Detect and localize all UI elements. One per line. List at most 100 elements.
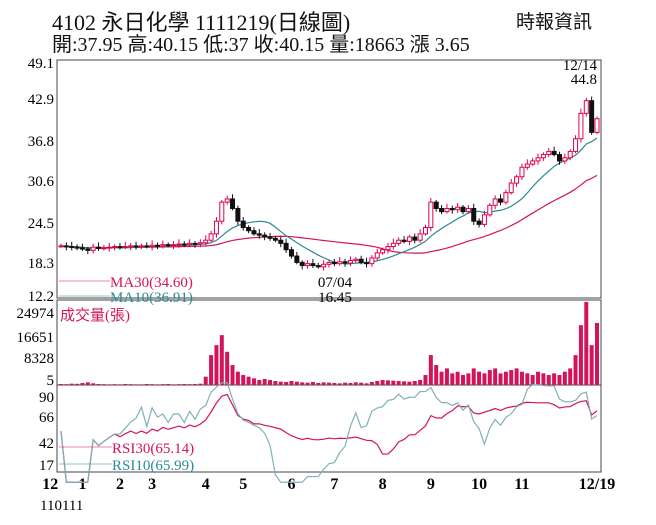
volume-bar (305, 382, 310, 385)
volume-bar (251, 378, 256, 385)
chart-title: 4102 永日化學 1111219(日線圖) (52, 10, 351, 35)
candle-body (530, 160, 536, 165)
candle-body (197, 242, 203, 245)
candle-body (444, 207, 450, 213)
candle-body (578, 112, 584, 140)
candle-body (213, 220, 219, 235)
volume-bar (107, 384, 112, 385)
source-label: 時報資訊 (516, 12, 593, 33)
volume-bar (310, 382, 315, 385)
xlabel-year: 110111 (40, 498, 83, 514)
candle-body (514, 176, 520, 184)
volume-bar (214, 345, 219, 385)
volume-bar (284, 382, 289, 385)
volume-bar (541, 373, 546, 385)
candle-body (278, 239, 284, 244)
volume-bar (139, 384, 144, 385)
candle-body (455, 206, 461, 211)
volume-bar (262, 379, 267, 385)
volume-ytick: 8328 (24, 351, 54, 367)
candle-body (337, 261, 343, 265)
volume-bar (396, 381, 401, 385)
candle-body (58, 245, 64, 248)
candle-body (160, 244, 166, 247)
candle-body (422, 227, 428, 235)
candle-body (181, 243, 187, 246)
volume-bar (439, 371, 444, 385)
volume-bar (182, 384, 187, 385)
volume-bar (327, 382, 331, 385)
candle-body (369, 257, 375, 265)
volume-bar (134, 384, 139, 385)
candle-body (101, 247, 107, 250)
volume-bar (359, 382, 364, 385)
low-value: 16.45 (318, 290, 352, 306)
candle-body (374, 252, 380, 259)
volume-bar (241, 375, 246, 385)
volume-bar (584, 302, 589, 385)
xtick-12: 12 (42, 476, 58, 493)
volume-bar (176, 384, 181, 385)
candle-body (240, 220, 246, 229)
volume-bar (536, 371, 541, 385)
candle-body (128, 245, 134, 248)
volume-bar (80, 383, 85, 385)
price-ytick: 18.3 (28, 256, 54, 272)
candle-body (165, 244, 171, 247)
candle-body (390, 242, 396, 248)
volume-bar (509, 370, 514, 385)
rsi-ytick: 66 (39, 410, 55, 426)
candle-body (171, 244, 177, 247)
volume-bar (273, 381, 278, 385)
price-ytick: 49.1 (28, 56, 54, 72)
candle-body (380, 249, 386, 254)
volume-bar (144, 384, 149, 385)
candle-body (267, 236, 273, 239)
volume-ytick: 16651 (17, 330, 55, 346)
volume-bar (353, 382, 358, 385)
price-legend-1: MA10(36.91) (110, 290, 193, 306)
candle-body (117, 246, 123, 249)
candle-body (406, 236, 412, 242)
volume-bar (235, 371, 240, 385)
volume-bar (562, 371, 567, 385)
volume-bar (471, 368, 476, 385)
volume-bar (128, 384, 133, 385)
candle-body (481, 214, 487, 225)
low-date: 07/04 (318, 275, 353, 291)
candle-body (246, 227, 252, 232)
candle-body (230, 198, 236, 209)
volume-bar (203, 376, 208, 385)
quote-summary: 開:37.95 高:40.15 低:37 收:40.15 量:18663 漲 3… (52, 34, 470, 56)
candle-body (85, 248, 91, 251)
candle-body (428, 201, 434, 229)
candle-body (551, 150, 557, 156)
rsi-legend-0: RSI30(65.14) (112, 441, 194, 457)
volume-bar (85, 382, 90, 385)
volume-bar (112, 384, 117, 385)
volume-bar (503, 371, 508, 385)
candle-body (401, 239, 407, 242)
volume-bar (75, 383, 80, 385)
volume-bar (498, 373, 503, 385)
candle-body (256, 233, 262, 236)
candle-body (433, 201, 439, 209)
xtick-12/19: 12/19 (579, 476, 615, 493)
volume-bar (385, 380, 390, 385)
rsi-ytick: 42 (39, 436, 54, 452)
candle-body (208, 233, 214, 241)
candle-body (573, 138, 579, 152)
volume-bar (225, 351, 230, 385)
xtick-9: 9 (427, 476, 435, 493)
candle-body (519, 166, 525, 178)
volume-bar (450, 373, 455, 385)
high-value: 44.8 (571, 72, 597, 88)
volume-bar (444, 368, 449, 385)
candle-body (305, 263, 311, 267)
candle-body (192, 242, 198, 245)
volume-bar (530, 375, 535, 385)
volume-bar (166, 384, 171, 385)
volume-bar (96, 384, 101, 385)
volume-bar (369, 382, 374, 385)
